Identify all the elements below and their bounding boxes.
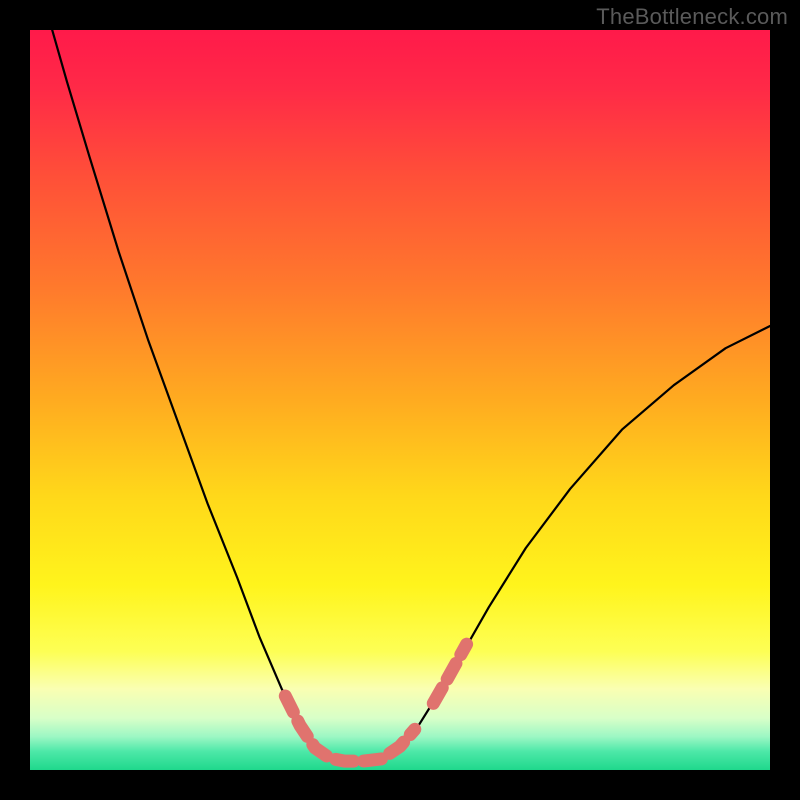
watermark-text: TheBottleneck.com [596,4,788,30]
plot-svg [30,30,770,770]
chart-container: TheBottleneck.com [0,0,800,800]
plot-area [30,30,770,770]
gradient-background [30,30,770,770]
